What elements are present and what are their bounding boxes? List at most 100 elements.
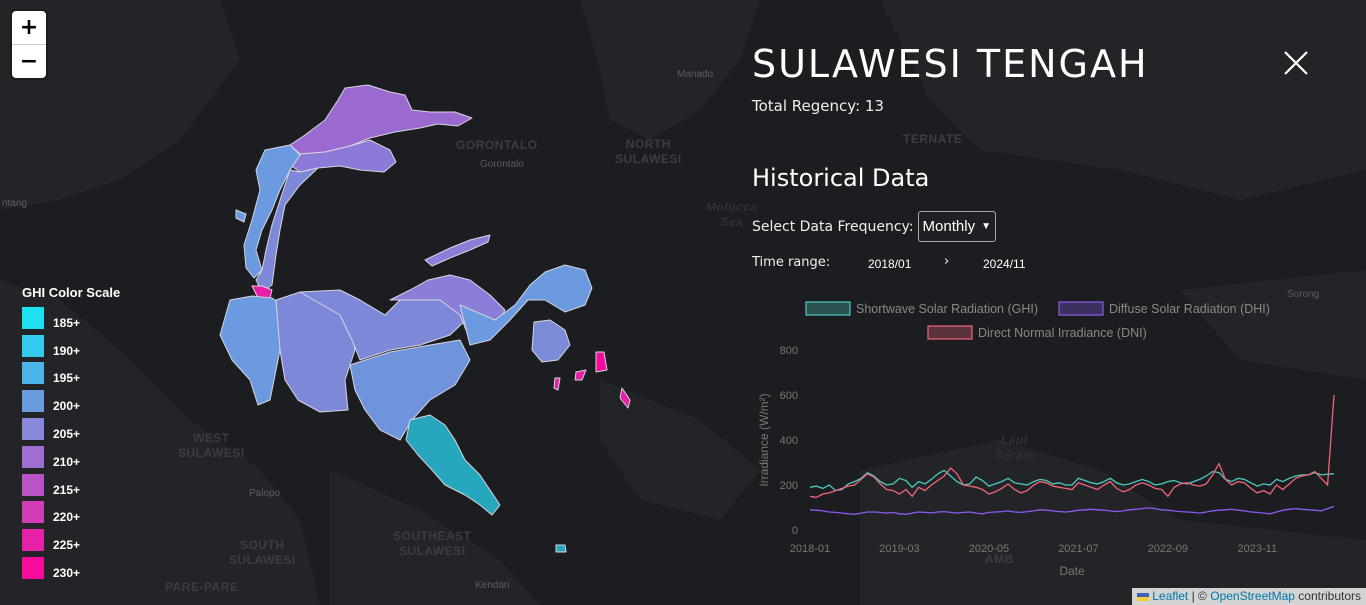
detail-panel: SULAWESI TENGAH Total Regency: 13 Histor… xyxy=(722,0,1366,605)
legend-label: 230+ xyxy=(53,566,81,581)
legend-swatch xyxy=(22,473,44,496)
legend-label: 190+ xyxy=(53,343,81,358)
irradiance-chart: Shortwave Solar Radiation (GHI) Diffuse S… xyxy=(757,301,1335,578)
regency-banglaut xyxy=(595,351,608,373)
zoom-in-button[interactable]: + xyxy=(12,11,46,45)
legend-item: 205+ xyxy=(22,415,120,443)
map-label: Kendari xyxy=(475,580,510,591)
legend-label: 200+ xyxy=(53,399,81,414)
legend-item: 185+ xyxy=(22,304,120,332)
map-label: Laut Seram xyxy=(995,433,1035,462)
legend-label: 205+ xyxy=(53,427,81,442)
legend-label: 215+ xyxy=(53,482,81,497)
legend-swatch xyxy=(22,418,44,441)
x-tick-label: 2023-11 xyxy=(1238,543,1278,555)
legend-swatch xyxy=(22,557,44,580)
legend-swatch xyxy=(22,306,44,329)
ukraine-flag-icon xyxy=(1137,592,1150,601)
province-title: SULAWESI TENGAH xyxy=(752,42,1149,86)
ghi-legend: GHI Color Scale 185+ 190+ 195+ 200+ 205+ 210+… xyxy=(22,285,120,582)
x-tick-label: 2022-09 xyxy=(1148,543,1188,555)
map-label: AMB xyxy=(985,552,1014,566)
series-line-dhi xyxy=(809,505,1335,515)
chart-legend-swatch xyxy=(1058,301,1104,316)
legend-item: 215+ xyxy=(22,471,120,499)
island-small-1 xyxy=(235,209,247,223)
legend-item: 225+ xyxy=(22,526,120,554)
regency-banglaut-4 xyxy=(619,387,631,409)
historical-heading: Historical Data xyxy=(752,164,930,192)
chart-legend-swatch xyxy=(805,301,851,316)
map-label: SOUTHEAST SULAWESI xyxy=(393,529,472,558)
y-tick-label: 400 xyxy=(780,435,798,447)
island-small-2 xyxy=(555,544,567,553)
map-label: Manado xyxy=(677,69,714,80)
chart-legend-label: Diffuse Solar Radiation (DHI) xyxy=(1109,302,1270,316)
legend-item: 230+ xyxy=(22,554,120,582)
series-line-dni xyxy=(809,394,1335,499)
regency-banggai xyxy=(459,264,593,346)
y-axis-label: Irradiance (W/m²) xyxy=(757,393,771,486)
legend-label: 195+ xyxy=(53,371,81,386)
zoom-control: + − xyxy=(12,11,46,78)
y-tick-label: 0 xyxy=(792,525,798,537)
legend-label: 220+ xyxy=(53,510,81,525)
legend-swatch xyxy=(22,390,44,413)
series-line-ghi xyxy=(809,469,1335,492)
legend-item: 195+ xyxy=(22,360,120,388)
time-end-input[interactable]: 2024/11 xyxy=(983,257,1026,271)
map-label: PARE-PARE xyxy=(165,580,239,594)
map-attribution: Leaflet | © OpenStreetMap contributors xyxy=(1132,588,1366,605)
legend-swatch xyxy=(22,445,44,468)
y-tick-label: 800 xyxy=(780,345,798,357)
close-icon[interactable] xyxy=(1283,50,1309,76)
time-start-input[interactable]: 2018/01 xyxy=(868,257,912,271)
frequency-label: Select Data Frequency: xyxy=(752,218,914,235)
map-label: SOUTH SULAWESI xyxy=(229,538,296,567)
regency-tolitoli xyxy=(289,84,473,155)
map-label: Palopo xyxy=(249,488,281,499)
time-range-label: Time range: xyxy=(752,255,831,270)
map-label: Sorong xyxy=(1287,289,1320,300)
x-tick-label: 2018-01 xyxy=(790,543,830,555)
legend-swatch xyxy=(22,334,44,357)
legend-title: GHI Color Scale xyxy=(22,285,121,300)
legend-item: 210+ xyxy=(22,443,120,471)
regency-donggala xyxy=(219,295,289,406)
x-tick-label: 2019-03 xyxy=(879,543,919,555)
regency-polygons xyxy=(219,84,631,553)
time-range-arrow-icon: › xyxy=(944,254,950,269)
map-label: GORONTALO xyxy=(456,138,538,152)
islands-togean xyxy=(424,234,491,267)
frequency-select[interactable]: Monthly ▼ xyxy=(917,211,996,242)
regency-banglaut-3 xyxy=(553,377,561,391)
chevron-down-icon: ▼ xyxy=(981,221,991,232)
y-tick-label: 200 xyxy=(780,480,798,492)
frequency-row: Select Data Frequency: Monthly ▼ xyxy=(752,211,996,242)
osm-link[interactable]: OpenStreetMap xyxy=(1210,589,1295,603)
regency-bangkep xyxy=(531,319,571,363)
attribution-sep: | © xyxy=(1191,589,1207,603)
y-tick-label: 600 xyxy=(780,390,798,402)
map-label: NORTH SULAWESI xyxy=(615,137,682,166)
map-label: ntang xyxy=(2,198,28,209)
legend-label: 185+ xyxy=(53,315,81,330)
leaflet-link[interactable]: Leaflet xyxy=(1152,589,1189,603)
legend-item: 190+ xyxy=(22,332,120,360)
regency-morowali-utara xyxy=(349,339,471,441)
chart-legend-label: Direct Normal Irradiance (DNI) xyxy=(978,326,1147,340)
regency-morowali xyxy=(405,414,501,516)
x-axis-label: Date xyxy=(1059,564,1085,578)
map-label: TERNATE xyxy=(903,132,963,146)
legend-label: 225+ xyxy=(53,538,81,553)
zoom-out-button[interactable]: − xyxy=(19,49,39,74)
legend-label: 210+ xyxy=(53,454,81,469)
regency-parigi xyxy=(255,167,319,293)
chart-legend-label: Shortwave Solar Radiation (GHI) xyxy=(856,302,1038,316)
regency-donggala-north xyxy=(243,144,301,279)
map-label: Molucca Sea xyxy=(706,200,758,229)
map-label: WEST SULAWESI xyxy=(178,431,245,460)
